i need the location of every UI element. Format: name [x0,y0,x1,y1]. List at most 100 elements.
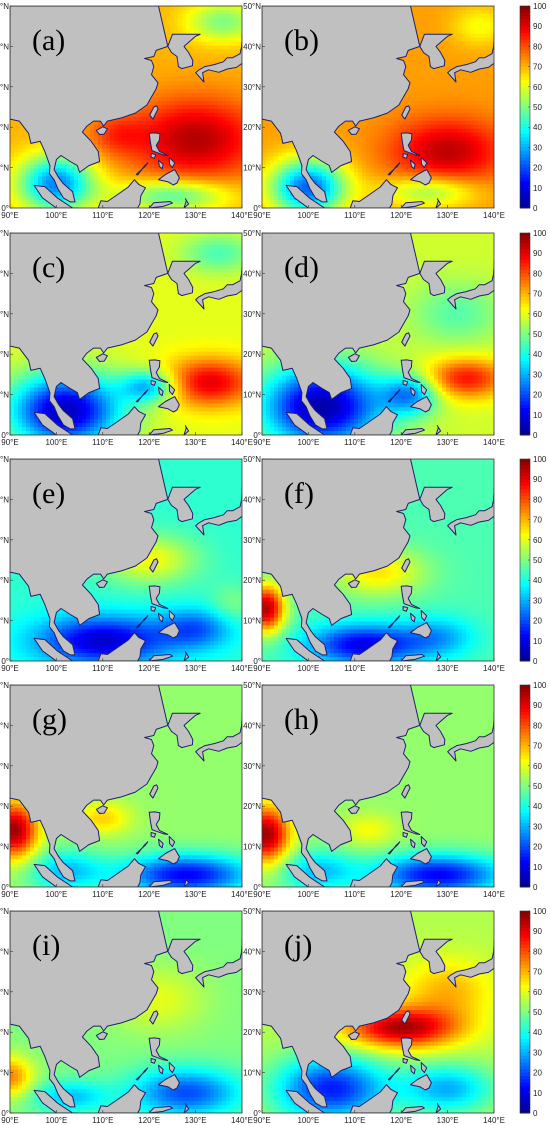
land-mask [10,6,242,208]
y-tick-label: 20°N [243,802,261,811]
land-mask [262,911,494,1113]
y-tick-label: 10°N [0,1069,9,1078]
colorbar: 0 10 20 30 40 50 60 70 80 90 100 [519,681,547,892]
y-tick-label: 0° [253,883,261,892]
y-tick-label: 10°N [243,843,261,852]
x-tick-label: 100°E [297,438,319,447]
y-tick-label: 30°N [243,310,261,319]
x-tick-label: 90°E [1,211,18,220]
x-tick-label: 110°E [92,1116,113,1125]
colorbar-tick-label: 10 [533,184,542,193]
panel-frame [261,910,495,1114]
y-tick-label: 0° [1,883,9,892]
colorbar: 0 10 20 30 40 50 60 70 80 90 100 [519,229,547,440]
y-tick-label: 40°N [0,269,9,278]
x-tick-label: 100°E [297,664,319,673]
colorbar-tick-label: 90 [533,701,542,710]
y-tick-label: 50°N [0,455,9,464]
y-tick-label: 20°N [243,350,261,359]
colorbar-tick-label: 70 [533,290,542,299]
land-mask [10,685,242,887]
land-mask [262,6,494,208]
colorbar: 0 10 20 30 40 50 60 70 80 90 100 [519,907,547,1118]
colorbar-tick-label: 50 [533,556,542,565]
x-tick-label: 100°E [297,211,319,220]
x-tick-label: 120°E [138,664,160,673]
x-tick-label: 140°E [483,664,505,673]
panel-label: (i) [32,929,60,962]
colorbar-tick-label: 40 [533,576,542,585]
x-tick-label: 90°E [253,211,270,220]
x-tick-label: 90°E [1,438,18,447]
y-tick-label: 10°N [0,391,9,400]
x-tick-label: 120°E [138,438,160,447]
y-tick-label: 40°N [243,495,261,504]
x-tick-label: 130°E [185,438,207,447]
colorbar-tick-label: 40 [533,123,542,132]
y-tick-label: 0° [253,1109,261,1118]
x-tick-label: 100°E [45,438,67,447]
colorbar-tick-label: 30 [533,822,542,831]
x-tick-label: 100°E [297,890,319,899]
colorbar-tick-label: 60 [533,310,542,319]
panel-label: (f) [284,477,314,510]
y-tick-label: 20°N [243,576,261,585]
land-mask [262,233,494,435]
colorbar-tick-label: 30 [533,143,542,152]
colorbar-tick-label: 50 [533,330,542,339]
y-tick-label: 50°N [243,907,261,916]
map-panel-f: (f) 90°E 100°E 110°E 120°E 130°E 140°E 0° 10°N 20… [243,455,505,673]
y-tick-label: 50°N [243,2,261,11]
land-mask [262,685,494,887]
colorbar-tick-label: 0 [533,204,538,213]
panel-label: (d) [284,251,319,284]
y-tick-label: 30°N [0,988,9,997]
x-tick-label: 110°E [344,1116,365,1125]
panel-label: (a) [32,24,65,57]
colorbar-tick-label: 20 [533,843,542,852]
panel-frame [261,684,495,888]
map-panel-d: (d) 90°E 100°E 110°E 120°E 130°E 140°E 0° 10°N 20… [243,229,505,447]
x-tick-label: 140°E [231,211,253,220]
colorbar-tick-label: 90 [533,22,542,31]
colorbar-tick-label: 100 [533,681,547,690]
x-tick-label: 140°E [483,890,505,899]
y-tick-label: 30°N [243,988,261,997]
x-tick-label: 90°E [253,890,270,899]
x-tick-label: 120°E [390,1116,412,1125]
colorbar: 0 10 20 30 40 50 60 70 80 90 100 [519,2,547,213]
map-panel-g: (g) 90°E 100°E 110°E 120°E 130°E 140°E 0° 10°N 20… [0,681,253,899]
colorbar-tick-label: 20 [533,164,542,173]
y-tick-label: 50°N [0,229,9,238]
x-tick-label: 110°E [344,664,365,673]
colorbar-tick-label: 100 [533,455,547,464]
y-tick-label: 40°N [243,947,261,956]
panel-frame [9,232,243,436]
x-tick-label: 90°E [253,664,270,673]
colorbar-tick-label: 80 [533,495,542,504]
colorbar-tick-label: 90 [533,249,542,258]
colorbar-tick-label: 0 [533,1109,538,1118]
land-mask [10,233,242,435]
y-tick-label: 50°N [0,907,9,916]
map-panel-h: (h) 90°E 100°E 110°E 120°E 130°E 140°E 0° 10°N 20… [243,681,505,899]
panel-frame [9,684,243,888]
x-tick-label: 110°E [92,211,113,220]
colorbar-tick-label: 10 [533,637,542,646]
colorbar-tick-label: 50 [533,103,542,112]
y-tick-label: 20°N [0,1028,9,1037]
x-tick-label: 140°E [231,438,253,447]
colorbar-tick-label: 60 [533,762,542,771]
y-tick-label: 50°N [243,455,261,464]
x-tick-label: 90°E [1,890,18,899]
y-tick-label: 30°N [0,310,9,319]
colorbar-tick-label: 50 [533,1008,542,1017]
x-tick-label: 100°E [45,211,67,220]
y-tick-label: 10°N [243,391,261,400]
x-tick-label: 140°E [231,890,253,899]
x-tick-label: 110°E [344,438,365,447]
y-tick-label: 20°N [0,576,9,585]
y-tick-label: 40°N [243,721,261,730]
y-tick-label: 0° [253,657,261,666]
x-tick-label: 140°E [483,211,505,220]
